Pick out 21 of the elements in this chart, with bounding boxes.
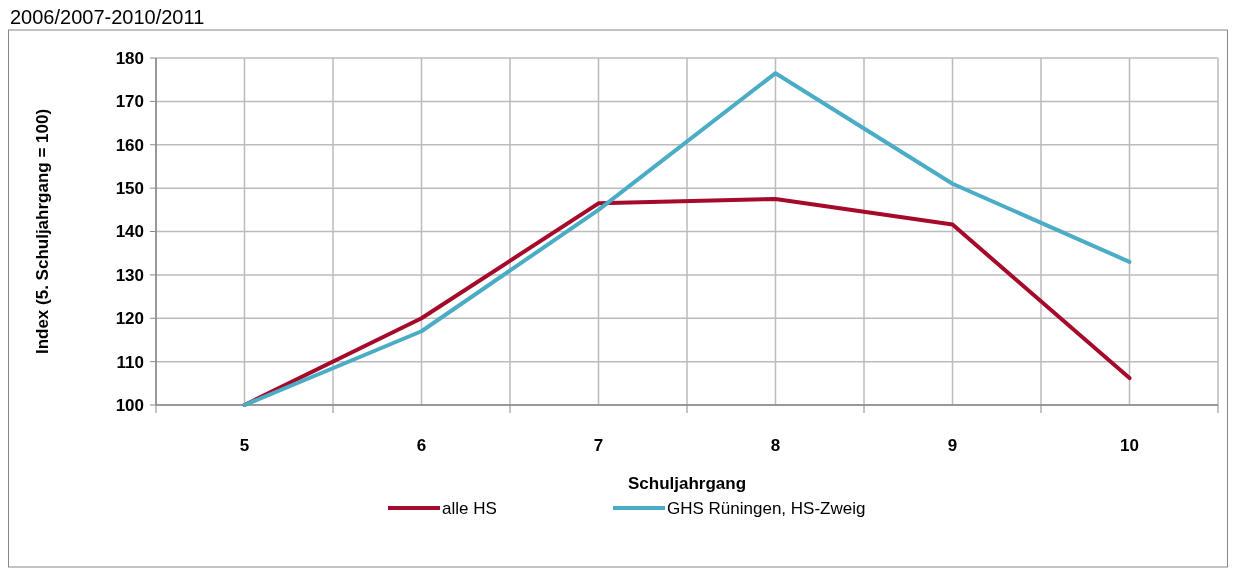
legend-label: GHS Rüningen, HS-Zweig	[667, 498, 866, 518]
y-tick-label: 140	[115, 222, 144, 242]
line-series	[242, 71, 1132, 407]
y-tick-label: 120	[115, 309, 144, 329]
x-tick-label: 10	[1120, 436, 1139, 455]
x-tick-label: 9	[947, 436, 958, 455]
y-tick-label: 130	[115, 265, 144, 285]
x-tick-label: 6	[416, 436, 427, 455]
y-tick-label: 170	[115, 92, 144, 112]
chart-title: 2006/2007-2010/2011	[10, 6, 205, 28]
y-axis-title: Index (5. Schuljahrgang = 100)	[33, 108, 52, 355]
x-tick-label: 5	[239, 436, 250, 455]
y-tick-label: 110	[116, 352, 144, 372]
x-tick-label: 8	[770, 436, 781, 455]
legend-label: alle HS	[442, 498, 497, 518]
y-tick-label: 100	[115, 395, 144, 415]
x-axis-title: Schuljahrgang	[627, 474, 747, 493]
y-tick-label: 180	[115, 48, 144, 68]
x-tick-label: 7	[593, 436, 604, 455]
y-tick-label: 150	[115, 179, 144, 199]
y-tick-label: 160	[115, 135, 144, 155]
